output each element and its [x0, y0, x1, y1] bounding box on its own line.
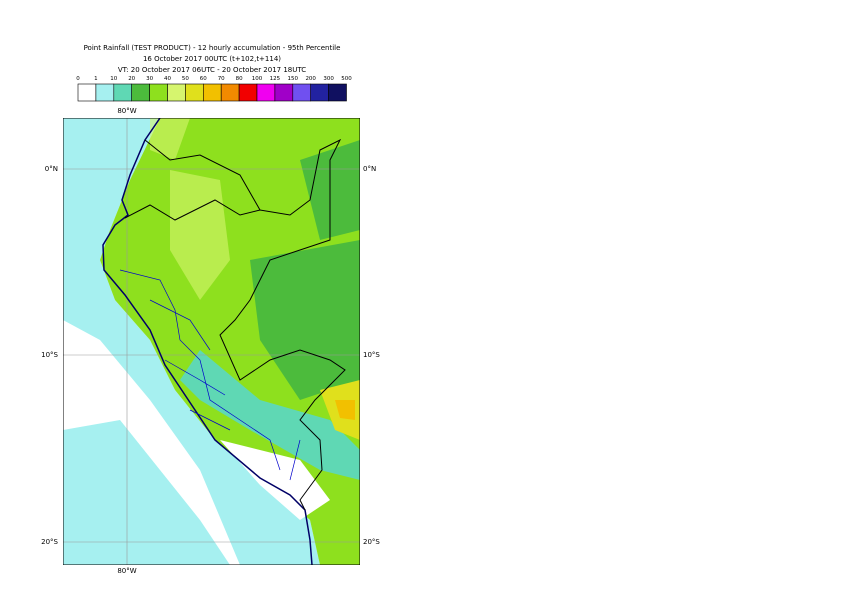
- legend-swatch: [310, 83, 329, 102]
- legend-label: 20: [128, 76, 135, 82]
- legend-swatch: [274, 83, 294, 102]
- legend: 0 1 10 20 30 40 50 60 70 80 100 125 150 200 300 500: [76, 76, 352, 102]
- legend-swatch: [131, 83, 150, 102]
- legend-label: 80: [236, 76, 243, 82]
- legend-label: 30: [146, 76, 153, 82]
- legend-swatch: [95, 83, 115, 102]
- legend-label: 0: [76, 76, 80, 82]
- legend-swatch: [256, 83, 276, 102]
- legend-swatch: [77, 83, 97, 102]
- legend-swatch: [238, 83, 258, 102]
- legend-label: 40: [164, 76, 171, 82]
- lat-label: 0°N: [363, 165, 376, 173]
- lat-label: 20°S: [363, 538, 380, 546]
- legend-label: 1: [94, 76, 98, 82]
- legend-label: 200: [305, 76, 316, 82]
- legend-swatch: [328, 83, 347, 102]
- legend-swatch: [203, 83, 222, 102]
- legend-swatch: [167, 83, 186, 102]
- lon-label: 80°W: [117, 107, 136, 115]
- title: Point Rainfall (TEST PRODUCT) - 12 hourl…: [84, 44, 341, 52]
- legend-label: 50: [182, 76, 189, 82]
- legend-label: 100: [252, 76, 263, 82]
- base-time: 16 October 2017 00UTC (t+102,t+114): [143, 55, 281, 63]
- legend-label: 150: [288, 76, 299, 82]
- legend-label: 70: [218, 76, 225, 82]
- valid-time: VT: 20 October 2017 06UTC - 20 October 2…: [118, 66, 306, 74]
- lat-label: 10°S: [41, 351, 58, 359]
- legend-label: 500: [341, 76, 352, 82]
- legend-swatch: [149, 83, 168, 102]
- lon-label: 80°W: [117, 567, 136, 575]
- legend-swatch: [113, 83, 133, 102]
- legend-swatch: [220, 83, 240, 102]
- lat-label: 0°N: [45, 165, 58, 173]
- lat-label: 10°S: [363, 351, 380, 359]
- legend-swatch: [292, 83, 311, 102]
- legend-label: 300: [323, 76, 334, 82]
- legend-swatch: [185, 83, 204, 102]
- lat-label: 20°S: [41, 538, 58, 546]
- legend-label: 10: [110, 76, 117, 82]
- map: [63, 118, 360, 565]
- legend-label: 125: [270, 76, 281, 82]
- legend-label: 60: [200, 76, 207, 82]
